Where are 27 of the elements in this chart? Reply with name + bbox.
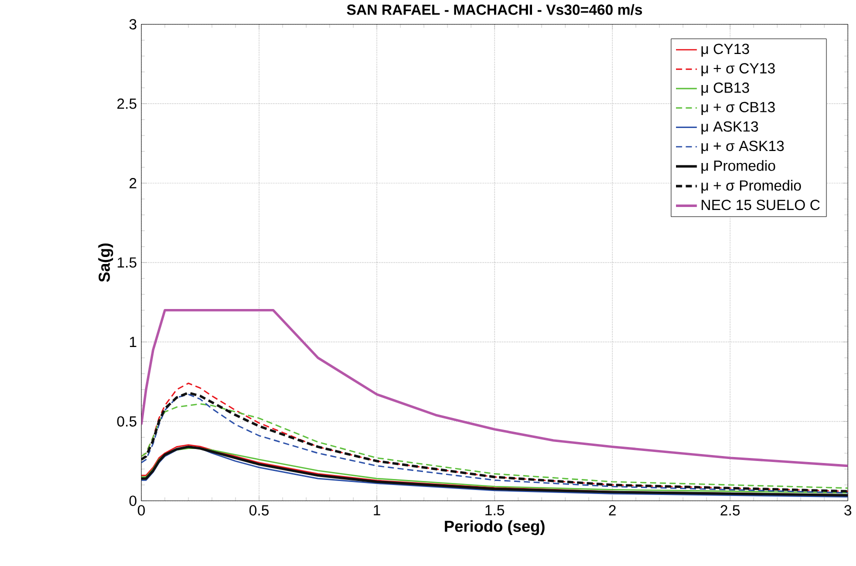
line-series [141, 308, 848, 467]
x-tick-label: 2.5 [720, 504, 740, 516]
legend-label: NEC 15 SUELO C [702, 200, 820, 210]
x-tick-label: 1 [374, 504, 380, 516]
legend-label: μ Promedio [702, 160, 776, 174]
y-tick-label: 2.5 [117, 98, 136, 109]
legend-label: μ + σ CB13 [702, 102, 775, 115]
y-tick-label: 0 [129, 495, 136, 506]
chart-title: SAN RAFAEL - MACHACHI - Vs30=460 m/s [346, 4, 642, 15]
y-tick-label: 2 [130, 178, 136, 188]
x-tick-label: 3 [844, 504, 852, 516]
x-tick-label: 0 [138, 504, 145, 516]
y-tick-label: 1.5 [118, 257, 136, 268]
x-tick-label: 1.5 [486, 504, 504, 516]
x-tick-label: 0.5 [249, 504, 269, 516]
y-tick-label: 1 [130, 336, 136, 347]
legend-label: μ + σ Promedio [702, 180, 801, 194]
y-tick-label: 3 [129, 18, 136, 30]
legend-label: μ + σ CY13 [702, 62, 775, 76]
x-axis-title: Periodo (seg) [444, 520, 545, 535]
y-axis-title: Sa(g) [98, 243, 114, 282]
x-tick-label: 2 [608, 504, 616, 516]
legend-label: μ CB13 [702, 82, 750, 96]
legend-label: μ ASK13 [702, 121, 758, 134]
legend-label: μ CY13 [702, 44, 750, 57]
y-tick-label: 0.5 [117, 416, 136, 426]
legend-label: μ + σ ASK13 [702, 140, 784, 154]
